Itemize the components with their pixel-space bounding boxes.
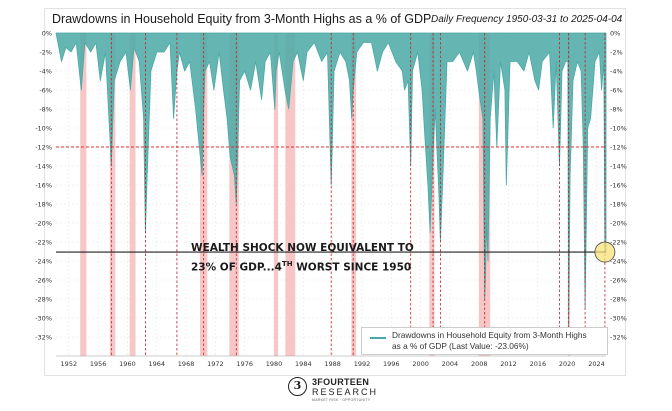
- x-tick-label: 1976: [236, 360, 253, 368]
- x-tick-label: 1984: [295, 360, 312, 368]
- y-tick-label-left: -28%: [35, 295, 52, 303]
- x-tick-label: 2004: [442, 360, 459, 368]
- y-tick-label-right: -30%: [610, 314, 627, 322]
- brand-mark-icon: 3: [288, 377, 307, 396]
- y-tick-label-left: -14%: [35, 162, 52, 170]
- brand-name-line-2: RESEARCH: [312, 387, 379, 397]
- y-tick-label-right: -20%: [610, 219, 627, 227]
- y-tick-label-right: -22%: [610, 238, 627, 246]
- y-tick-label-right: 0%: [610, 29, 620, 37]
- x-tick-label: 1988: [324, 360, 341, 368]
- x-tick-label: 1956: [90, 360, 107, 368]
- y-tick-label-left: -22%: [35, 238, 52, 246]
- y-tick-label-left: -32%: [35, 333, 52, 341]
- y-tick-label-right: -24%: [610, 257, 627, 265]
- y-tick-label-right: -32%: [610, 333, 627, 341]
- legend-label-line-2: as a % of GDP (Last Value: -23.06%): [392, 341, 529, 351]
- y-tick-label-right: -6%: [610, 86, 623, 94]
- y-tick-label-left: -6%: [39, 86, 52, 94]
- highlight-circle: [594, 241, 616, 263]
- brand-name-line-1: 3FOURTEEN: [312, 377, 370, 387]
- y-tick-label-right: -18%: [610, 200, 627, 208]
- chart-legend: Drawdowns in Household Equity from 3-Mon…: [361, 327, 608, 355]
- recession-band: [229, 33, 239, 356]
- y-tick-label-right: -4%: [610, 67, 623, 75]
- annotation-line-2: 23% OF GDP...4TH WORST SINCE 1950: [191, 256, 414, 276]
- y-tick-label-right: -14%: [610, 162, 627, 170]
- annotation-line-1: WEALTH SHOCK NOW EQUIVALENT TO: [191, 242, 414, 254]
- y-tick-label-left: -18%: [35, 200, 52, 208]
- annotation-superscript: TH: [281, 260, 293, 268]
- x-tick-label: 1968: [178, 360, 195, 368]
- chart-subtitle: Daily Frequency 1950-03-31 to 2025-04-04: [431, 14, 623, 25]
- x-tick-label: 2012: [500, 360, 517, 368]
- chart-annotation: WEALTH SHOCK NOW EQUIVALENT TO 23% OF GD…: [191, 240, 414, 276]
- y-tick-label-left: 0%: [42, 29, 52, 37]
- y-tick-label-right: -2%: [610, 48, 623, 56]
- x-tick-label: 1996: [383, 360, 400, 368]
- series-area: [55, 32, 607, 328]
- y-tick-label-right: -12%: [610, 143, 627, 151]
- annotation-line-2-pre: 23% OF GDP...4: [191, 261, 282, 274]
- y-tick-label-right: -8%: [610, 105, 623, 113]
- y-tick-label-left: -24%: [35, 257, 52, 265]
- recession-band: [351, 33, 357, 356]
- brand-tagline: MARKET RISK · OPPORTUNITY: [312, 398, 371, 402]
- legend-label-line-1: Drawdowns in Household Equity from 3-Mon…: [392, 330, 587, 340]
- y-tick-label-right: -26%: [610, 276, 627, 284]
- recession-band: [285, 33, 296, 356]
- x-tick-label: 1960: [119, 360, 136, 368]
- legend-swatch: [370, 337, 386, 339]
- x-tick-label: 2024: [588, 360, 605, 368]
- recession-band: [80, 33, 87, 356]
- y-tick-label-right: -28%: [610, 295, 627, 303]
- recession-band: [274, 33, 279, 356]
- x-tick-label: 2000: [412, 360, 429, 368]
- y-tick-label-left: -2%: [39, 48, 52, 56]
- y-tick-label-left: -12%: [35, 143, 52, 151]
- y-tick-label-right: -16%: [610, 181, 627, 189]
- x-tick-label: 2008: [471, 360, 488, 368]
- y-tick-label-left: -26%: [35, 276, 52, 284]
- recession-band: [109, 33, 116, 356]
- y-tick-label-left: -16%: [35, 181, 52, 189]
- x-tick-label: 1952: [61, 360, 78, 368]
- x-tick-label: 1964: [148, 360, 165, 368]
- brand-name: 3FOURTEEN RESEARCH: [312, 377, 378, 397]
- recession-band: [200, 33, 208, 356]
- legend-label: Drawdowns in Household Equity from 3-Mon…: [392, 330, 587, 352]
- y-tick-label-left: -30%: [35, 314, 52, 322]
- recession-band: [129, 33, 136, 356]
- y-tick-label-left: -4%: [39, 67, 52, 75]
- x-tick-label: 2016: [530, 360, 547, 368]
- y-tick-label-left: -8%: [39, 105, 52, 113]
- x-tick-label: 1980: [266, 360, 283, 368]
- y-tick-label-left: -20%: [35, 219, 52, 227]
- annotation-line-2-post: WORST SINCE 1950: [292, 261, 412, 274]
- y-tick-label-right: -10%: [610, 124, 627, 132]
- x-tick-label: 1992: [354, 360, 371, 368]
- x-tick-label: 1972: [207, 360, 224, 368]
- chart-title: Drawdowns in Household Equity from 3-Mon…: [52, 12, 432, 26]
- x-tick-label: 2020: [559, 360, 576, 368]
- y-tick-label-left: -10%: [35, 124, 52, 132]
